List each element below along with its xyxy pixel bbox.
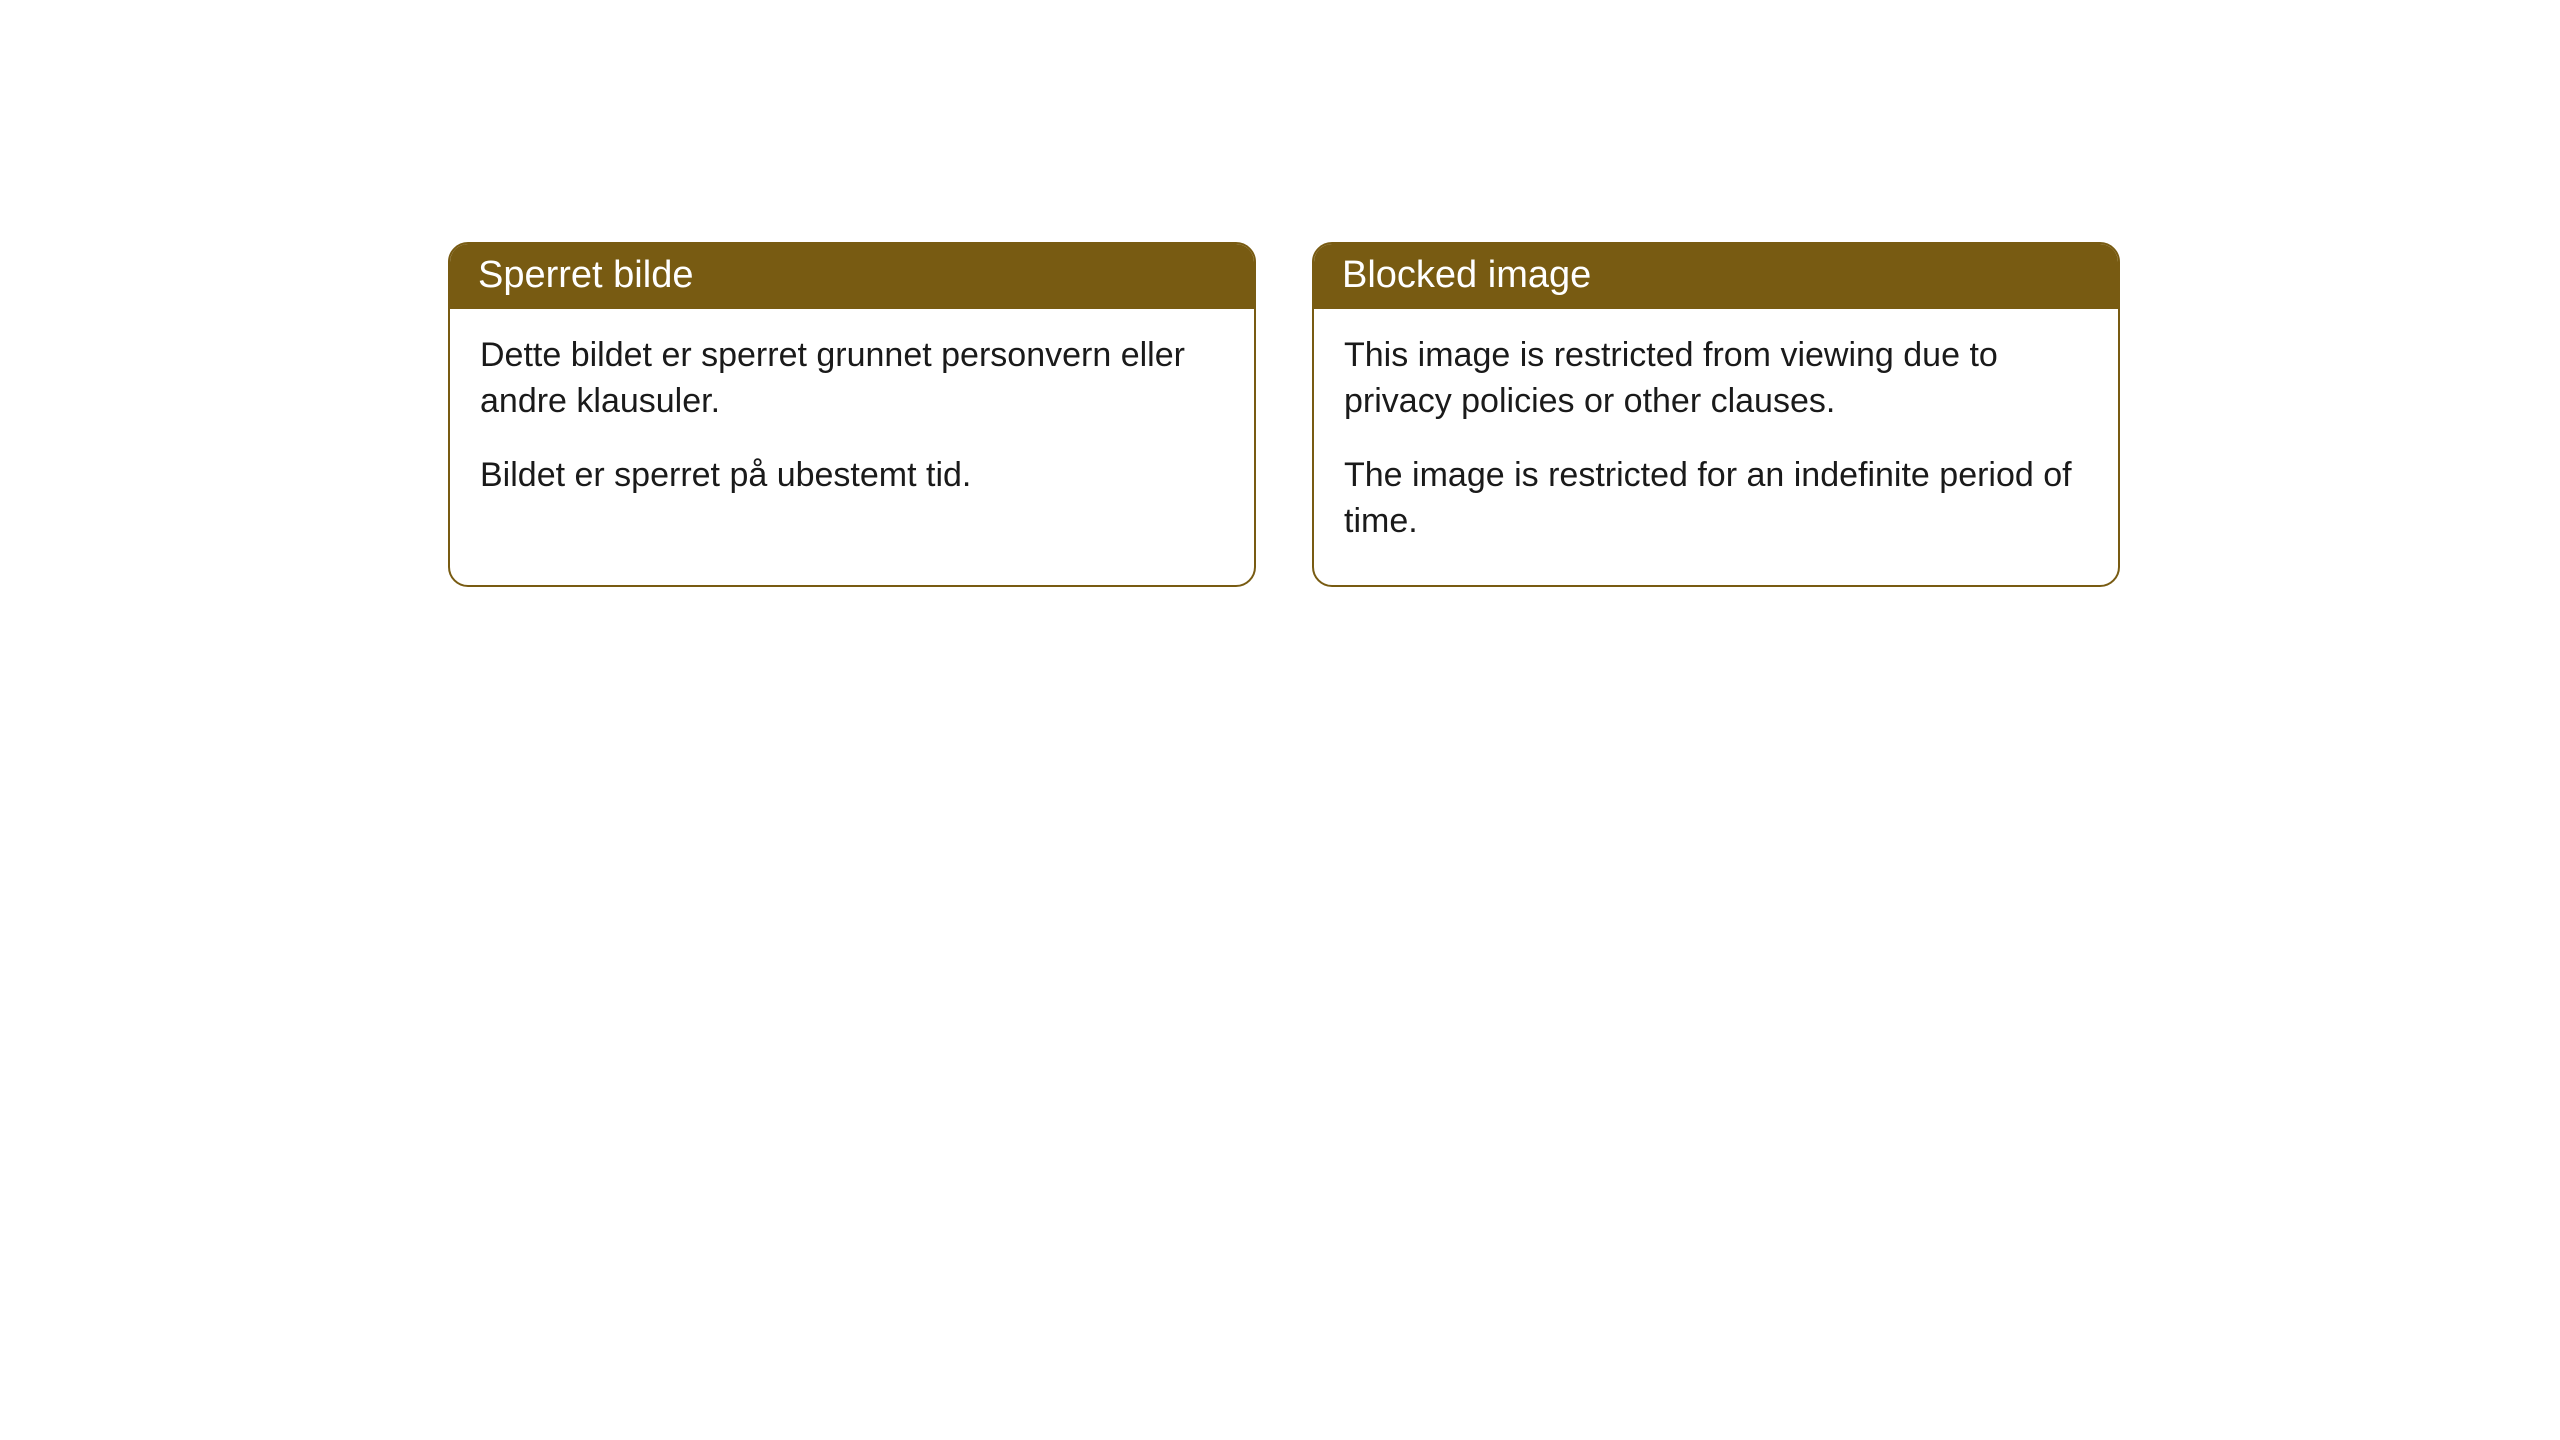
card-paragraph: The image is restricted for an indefinit… (1344, 453, 2088, 545)
card-header: Sperret bilde (450, 244, 1254, 309)
card-title: Sperret bilde (478, 254, 693, 296)
card-header: Blocked image (1314, 244, 2118, 309)
card-title: Blocked image (1342, 254, 1591, 296)
card-paragraph: Dette bildet er sperret grunnet personve… (480, 333, 1224, 425)
card-body: This image is restricted from viewing du… (1314, 309, 2118, 585)
card-paragraph: This image is restricted from viewing du… (1344, 333, 2088, 425)
notice-cards-container: Sperret bilde Dette bildet er sperret gr… (448, 242, 2120, 587)
blocked-image-card-english: Blocked image This image is restricted f… (1312, 242, 2120, 587)
blocked-image-card-norwegian: Sperret bilde Dette bildet er sperret gr… (448, 242, 1256, 587)
card-paragraph: Bildet er sperret på ubestemt tid. (480, 453, 1224, 499)
card-body: Dette bildet er sperret grunnet personve… (450, 309, 1254, 539)
